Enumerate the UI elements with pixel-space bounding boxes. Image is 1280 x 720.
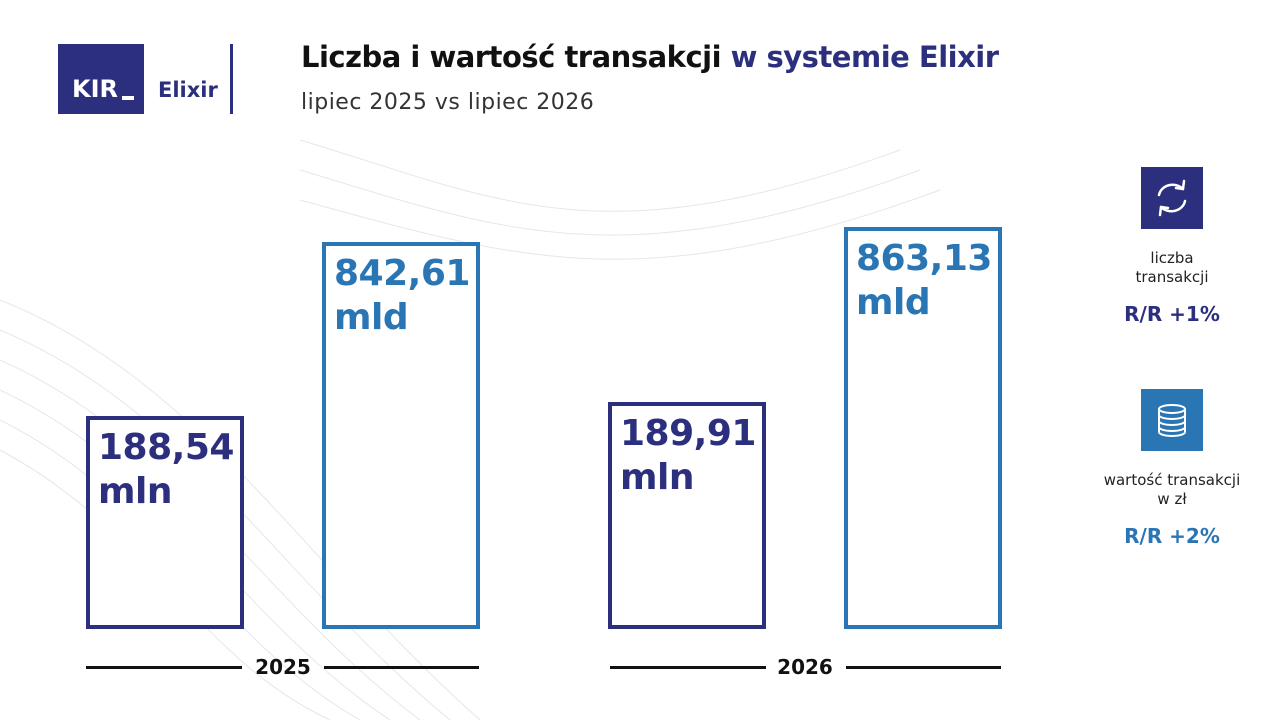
unit: mld xyxy=(856,282,931,323)
separator xyxy=(230,44,233,114)
value: 863,13 xyxy=(856,238,992,279)
logo-text: KIR xyxy=(72,75,119,103)
unit: mln xyxy=(620,457,694,498)
unit: mln xyxy=(98,471,172,512)
axis-line xyxy=(86,666,242,669)
year-label: 2025 xyxy=(255,655,311,679)
value: 842,61 xyxy=(334,253,470,294)
count-box: 189,91 mln xyxy=(608,402,766,629)
axis-line xyxy=(610,666,766,669)
title-accent: w systemie Elixir xyxy=(730,40,999,74)
value-icon xyxy=(1141,389,1203,451)
logo: KIR xyxy=(58,44,144,114)
count-box: 188,54 mln xyxy=(86,416,244,629)
legend-change: R/R +1% xyxy=(1124,302,1220,326)
legend-change: R/R +2% xyxy=(1124,524,1220,548)
count-icon xyxy=(1141,167,1203,229)
value: 188,54 xyxy=(98,427,234,468)
axis-line xyxy=(846,666,1001,669)
brand: Elixir xyxy=(158,78,218,102)
title: Liczba i wartość transakcji w systemie E… xyxy=(301,40,999,74)
unit: mld xyxy=(334,297,409,338)
legend-label: liczba transakcji xyxy=(1135,249,1209,286)
value: 189,91 xyxy=(620,413,756,454)
year-label: 2026 xyxy=(777,655,833,679)
axis-line xyxy=(324,666,479,669)
value-box: 842,61 mld xyxy=(322,242,480,629)
value-box: 863,13 mld xyxy=(844,227,1002,629)
title-main: Liczba i wartość transakcji xyxy=(301,40,722,74)
subtitle: lipiec 2025 vs lipiec 2026 xyxy=(301,90,595,115)
logo-bar xyxy=(122,96,134,100)
legend-label: wartość transakcji w zł xyxy=(1103,471,1241,508)
